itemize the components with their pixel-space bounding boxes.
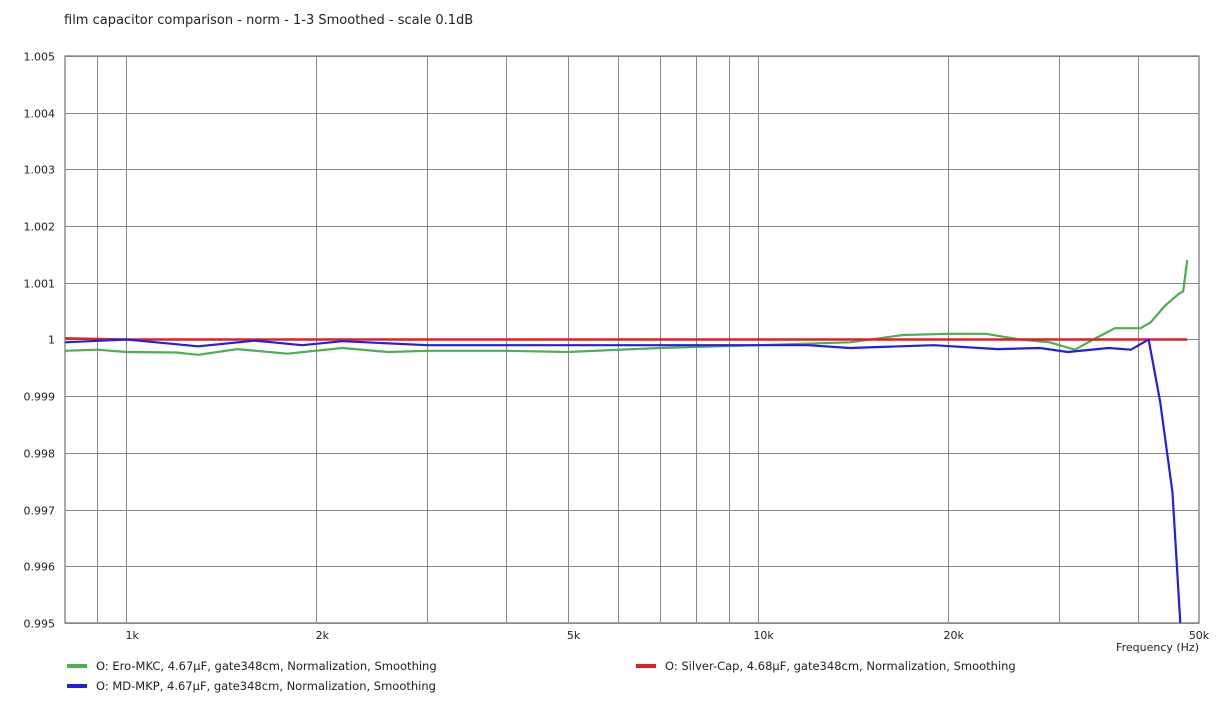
series-line-2 (64, 338, 1182, 624)
y-tick-label: 0.999 (24, 391, 56, 404)
y-tick-label: 0.996 (24, 561, 56, 574)
chart-title: film capacitor comparison - norm - 1-3 S… (64, 13, 474, 28)
series-line-1 (64, 337, 1188, 341)
x-tick-label: 20k (944, 629, 965, 642)
legend-label: O: MD-MKP, 4.67µF, gate348cm, Normalizat… (96, 679, 436, 693)
legend-swatch (67, 684, 87, 688)
y-tick-label: 1.003 (24, 164, 56, 177)
x-tick-label: 1k (126, 629, 140, 642)
y-tick-label: 1.001 (24, 278, 56, 291)
y-tick-label: 1.002 (24, 221, 56, 234)
y-tick-label: 0.997 (24, 505, 56, 518)
series-line-0 (64, 259, 1189, 356)
x-tick-label: 5k (567, 629, 581, 642)
legend-label: O: Ero-MKC, 4.67µF, gate348cm, Normaliza… (96, 659, 437, 673)
legend-label: O: Silver-Cap, 4.68µF, gate348cm, Normal… (665, 659, 1016, 673)
y-tick-label: 1.004 (24, 108, 56, 121)
legend-item-md-mkp: O: MD-MKP, 4.67µF, gate348cm, Normalizat… (67, 679, 436, 693)
legend-item-silver-cap: O: Silver-Cap, 4.68µF, gate348cm, Normal… (636, 659, 1016, 673)
x-tick-label: 50k (1189, 629, 1210, 642)
y-tick-label: 1 (48, 334, 55, 347)
legend-swatch (636, 664, 656, 668)
y-tick-label: 0.998 (24, 448, 56, 461)
y-tick-label: 1.005 (24, 51, 56, 64)
x-axis-label: Frequency (Hz) (1116, 641, 1199, 654)
legend-item-ero-mkc: O: Ero-MKC, 4.67µF, gate348cm, Normaliza… (67, 659, 437, 673)
x-tick-label: 2k (316, 629, 330, 642)
x-tick-label: 10k (753, 629, 774, 642)
legend-swatch (67, 664, 87, 668)
y-tick-label: 0.995 (24, 618, 56, 631)
